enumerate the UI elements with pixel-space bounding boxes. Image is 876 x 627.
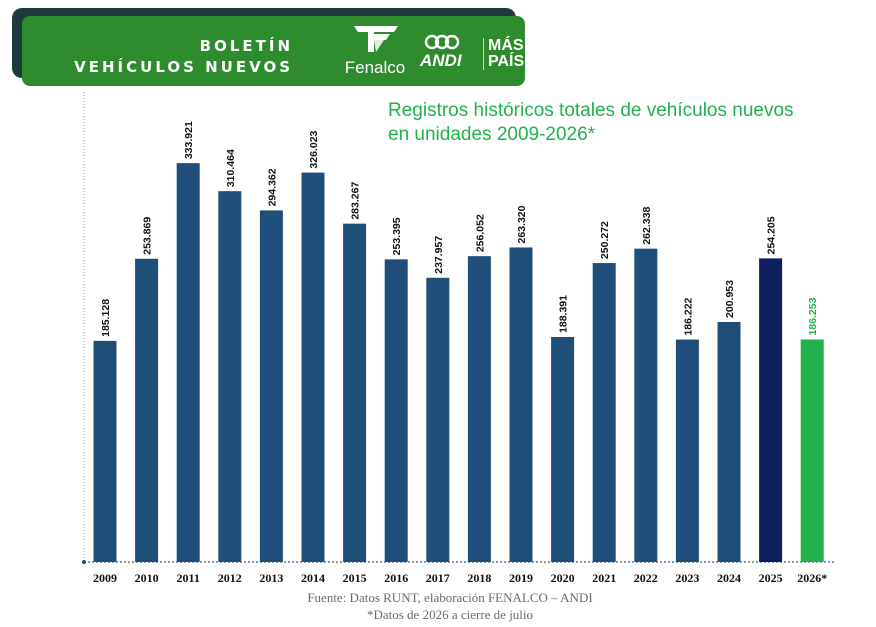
bar-2024 bbox=[717, 321, 741, 562]
chart-title: Registros históricos totales de vehículo… bbox=[388, 99, 858, 147]
tick-label-2019: 2019 bbox=[509, 571, 533, 585]
tick-label-2014: 2014 bbox=[301, 571, 325, 585]
tick-label-2015: 2015 bbox=[343, 571, 367, 585]
bar-2009 bbox=[93, 340, 117, 562]
tick-label-2012: 2012 bbox=[218, 571, 242, 585]
tick-label-2009: 2009 bbox=[93, 571, 117, 585]
data-label-2022: 262.338 bbox=[641, 207, 653, 245]
header-banner: BOLETÍN VEHÍCULOS NUEVOS Fenalco ANDI MÁ… bbox=[22, 16, 525, 86]
bar-2022 bbox=[634, 248, 658, 562]
data-label-2023: 186.222 bbox=[682, 297, 694, 335]
data-label-2024: 200.953 bbox=[724, 280, 736, 318]
bar-2010 bbox=[135, 258, 159, 562]
data-label-2026*: 186.253 bbox=[807, 297, 819, 335]
bar-2015 bbox=[343, 223, 367, 562]
data-label-2021: 250.272 bbox=[599, 221, 611, 259]
bar-2013 bbox=[259, 210, 283, 562]
data-label-2014: 326.023 bbox=[308, 130, 320, 168]
tick-label-2024: 2024 bbox=[717, 571, 741, 585]
tick-label-2020: 2020 bbox=[551, 571, 575, 585]
bar-2025 bbox=[759, 258, 783, 562]
andi-logo: ANDI bbox=[420, 34, 474, 74]
tick-label-2018: 2018 bbox=[467, 571, 491, 585]
bulletin-title: BOLETÍN VEHÍCULOS NUEVOS bbox=[74, 36, 293, 78]
chart-title-line2: en unidades 2009-2026* bbox=[388, 124, 596, 145]
data-label-2019: 263.320 bbox=[516, 205, 528, 243]
tick-label-2013: 2013 bbox=[259, 571, 283, 585]
data-label-2018: 256.052 bbox=[474, 214, 486, 252]
fenalco-wordmark: Fenalco bbox=[344, 58, 406, 77]
bar-2020 bbox=[551, 336, 575, 562]
tick-label-2021: 2021 bbox=[592, 571, 616, 585]
fenalco-logo: Fenalco bbox=[340, 24, 410, 82]
footnote-text: *Datos de 2026 a cierre de julio bbox=[366, 607, 534, 622]
andi-wordmark: ANDI bbox=[420, 51, 462, 70]
data-label-2009: 185.128 bbox=[100, 299, 112, 337]
fenalco-mark-icon bbox=[354, 26, 398, 52]
tick-label-2022: 2022 bbox=[634, 571, 658, 585]
bar-2014 bbox=[301, 172, 325, 563]
source-text: Fuente: Datos RUNT, elaboración FENALCO … bbox=[307, 590, 593, 605]
bar-2026* bbox=[800, 339, 824, 562]
source-note: Fuente: Datos RUNT, elaboración FENALCO … bbox=[0, 589, 876, 623]
data-label-2016: 253.395 bbox=[391, 217, 403, 255]
bulletin-title-line1: BOLETÍN bbox=[199, 37, 293, 55]
data-label-2025: 254.205 bbox=[766, 216, 778, 254]
axis-origin-dot bbox=[82, 560, 86, 564]
data-label-2017: 237.957 bbox=[433, 236, 445, 274]
tick-label-2025: 2025 bbox=[759, 571, 783, 585]
data-label-2020: 188.391 bbox=[558, 295, 570, 333]
chart-title-line1: Registros históricos totales de vehículo… bbox=[388, 100, 794, 121]
bar-2011 bbox=[176, 163, 200, 563]
bar-2017 bbox=[426, 277, 450, 562]
andi-rings-icon bbox=[424, 34, 460, 50]
data-label-2010: 253.869 bbox=[142, 217, 154, 255]
data-label-2011: 333.921 bbox=[183, 121, 195, 159]
bar-2018 bbox=[467, 256, 491, 562]
tick-label-2026*: 2026* bbox=[797, 571, 827, 585]
tick-label-2010: 2010 bbox=[135, 571, 159, 585]
tick-label-2023: 2023 bbox=[675, 571, 699, 585]
data-label-2015: 283.267 bbox=[350, 182, 362, 220]
mas-pais-line2: PAÍS bbox=[488, 53, 525, 70]
bar-2016 bbox=[384, 259, 408, 562]
bulletin-title-line2: VEHÍCULOS NUEVOS bbox=[74, 58, 293, 76]
mas-pais-line1: MÁS bbox=[488, 37, 524, 54]
mas-pais-logo: MÁS PAÍS bbox=[483, 38, 524, 70]
bar-2012 bbox=[218, 191, 242, 562]
tick-label-2011: 2011 bbox=[177, 571, 200, 585]
tick-label-2017: 2017 bbox=[426, 571, 450, 585]
data-label-2013: 294.362 bbox=[266, 168, 278, 206]
data-label-2012: 310.464 bbox=[225, 149, 237, 187]
bar-2023 bbox=[675, 339, 699, 562]
bar-2021 bbox=[592, 263, 616, 562]
tick-label-2016: 2016 bbox=[384, 571, 408, 585]
bar-2019 bbox=[509, 247, 533, 562]
